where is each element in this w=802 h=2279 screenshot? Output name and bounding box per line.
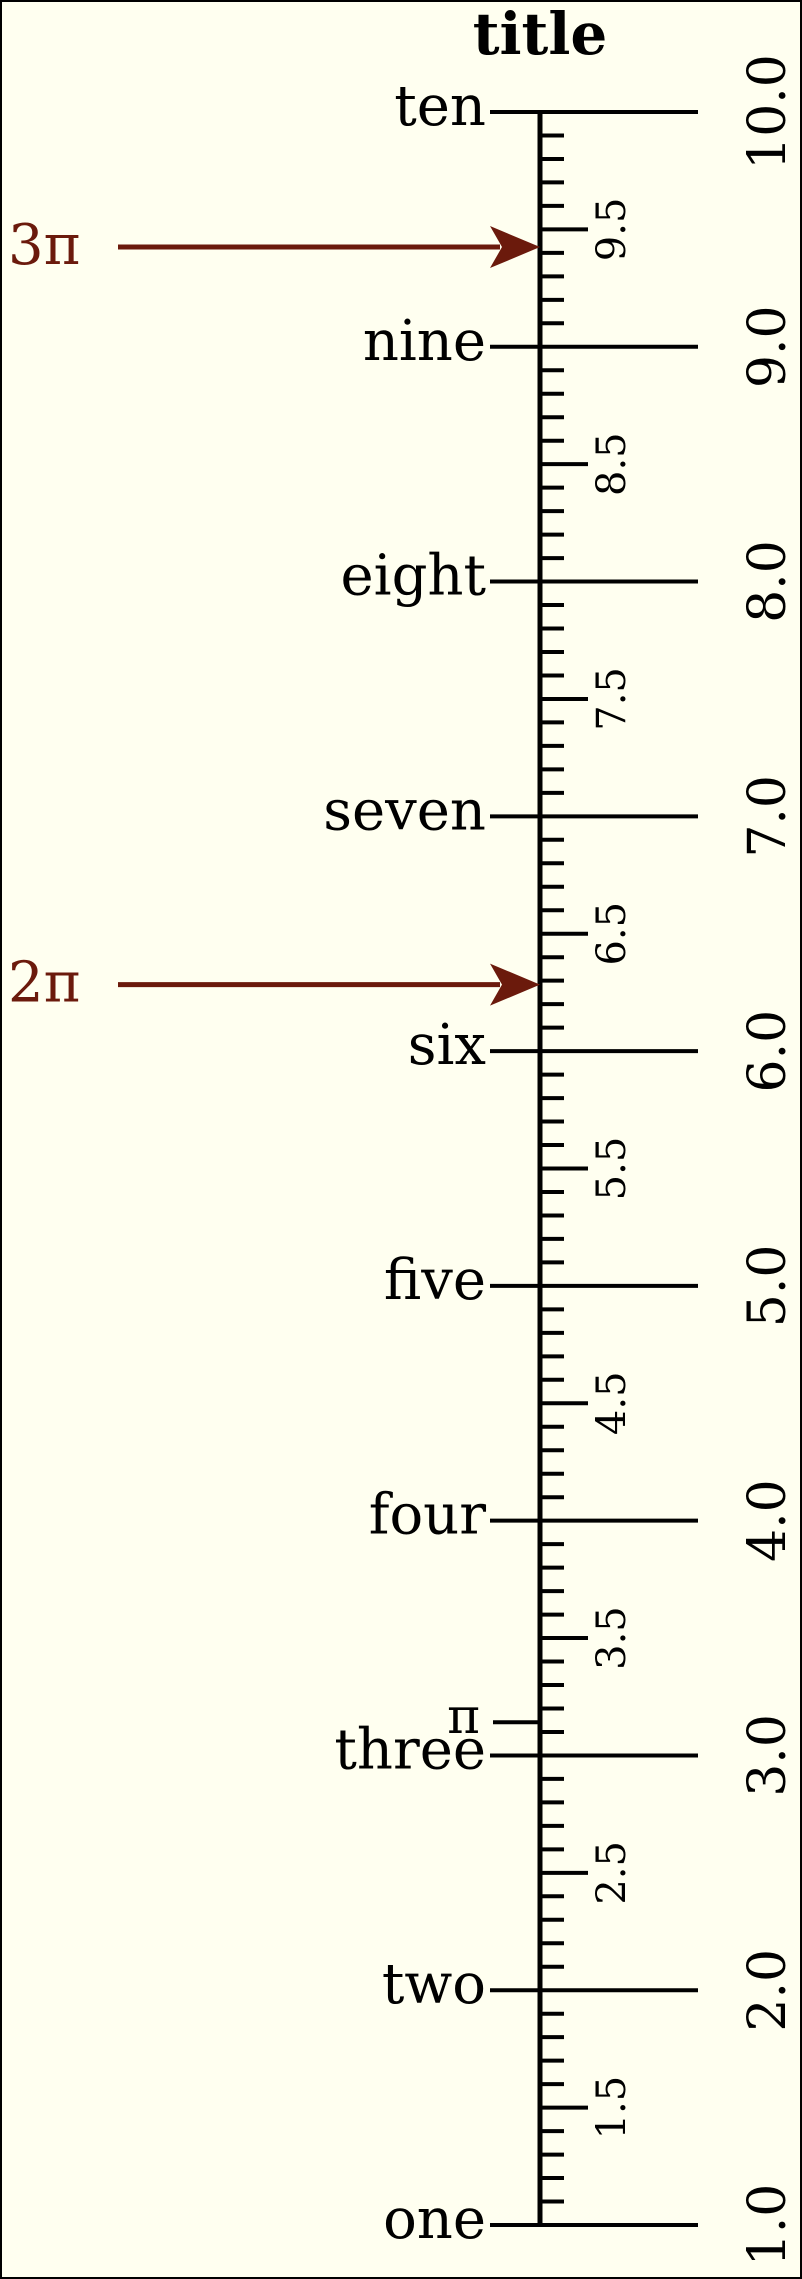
arrow-label: 2π — [8, 951, 80, 1016]
half-value-label: 1.5 — [589, 2076, 635, 2140]
half-value-label: 5.5 — [589, 1137, 635, 1201]
major-value-label: 4.0 — [738, 1479, 798, 1562]
arrow-markers: 3π 2π — [8, 213, 540, 1016]
arrow-head — [490, 226, 540, 269]
scale-labels: one two three four five six seven eight nine ten 1… — [323, 54, 798, 2266]
half-value-label: 3.5 — [589, 1606, 635, 1670]
word-label: nine — [363, 309, 486, 374]
pi-label: π — [447, 1687, 480, 1745]
half-value-label: 8.5 — [589, 432, 635, 496]
word-label: two — [382, 1952, 486, 2017]
half-value-label: 9.5 — [589, 198, 635, 262]
major-value-label: 8.0 — [738, 540, 798, 623]
major-value-label: 3.0 — [738, 1714, 798, 1797]
half-value-label: 6.5 — [589, 902, 635, 966]
word-label: four — [369, 1483, 487, 1548]
tick-marks — [490, 110, 698, 2227]
arrow-head — [490, 963, 540, 1006]
major-value-label: 9.0 — [738, 305, 798, 388]
major-value-label: 6.0 — [738, 1010, 798, 1093]
major-value-label: 2.0 — [738, 1949, 798, 2032]
word-label: seven — [323, 778, 486, 843]
half-value-label: 7.5 — [589, 667, 635, 731]
word-label: eight — [341, 544, 487, 609]
half-value-label: 2.5 — [589, 1841, 635, 1905]
diagram-title: title — [473, 0, 608, 68]
word-label: three — [334, 1717, 486, 1782]
word-label: one — [383, 2187, 486, 2252]
half-value-label: 4.5 — [589, 1371, 635, 1435]
major-value-label: 7.0 — [738, 775, 798, 858]
word-label: five — [384, 1248, 486, 1313]
major-value-label: 10.0 — [738, 54, 798, 170]
major-value-label: 1.0 — [738, 2184, 798, 2267]
major-value-label: 5.0 — [738, 1245, 798, 1328]
arrow-label: 3π — [8, 213, 80, 278]
word-label: ten — [394, 74, 486, 139]
word-label: six — [408, 1013, 486, 1078]
